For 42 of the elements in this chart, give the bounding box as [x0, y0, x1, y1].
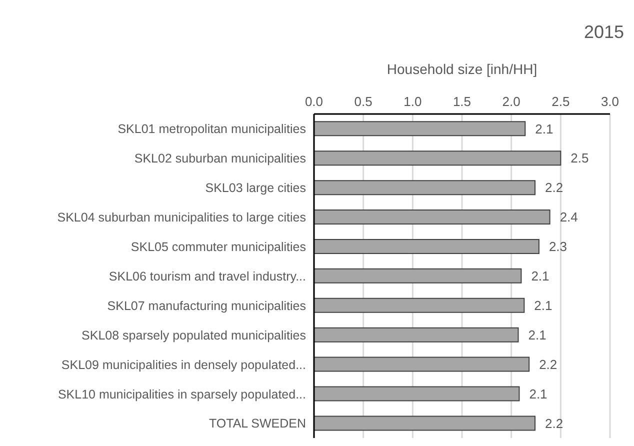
y-tick-label: SKL03 large cities — [205, 181, 306, 196]
y-tick-label: SKL05 commuter municipalities — [130, 240, 306, 254]
chart-title: 2015 — [584, 22, 624, 43]
bar — [314, 386, 520, 402]
x-tick-label: 2.0 — [502, 94, 520, 109]
bar — [314, 238, 540, 254]
y-tick-label: SKL06 tourism and travel industry... — [108, 269, 306, 284]
data-label: 2.1 — [529, 386, 548, 402]
data-label: 2.1 — [535, 121, 554, 136]
data-label: 2.4 — [560, 210, 578, 225]
x-axis-title: Household size [inh/HH] — [386, 61, 538, 77]
data-label: 2.1 — [534, 298, 552, 313]
bar — [314, 121, 526, 136]
x-tick-label: 2.5 — [552, 94, 570, 109]
y-tick-label: SKL09 municipalities in densely populated... — [61, 358, 306, 372]
bar — [314, 210, 550, 225]
data-label: 2.1 — [531, 268, 550, 284]
data-label: 2.5 — [570, 150, 589, 166]
data-label: 2.1 — [528, 327, 546, 342]
data-label: 2.2 — [539, 356, 558, 372]
bar — [314, 268, 522, 284]
data-label: 2.2 — [545, 180, 564, 196]
x-tick-label: 1.5 — [452, 94, 472, 109]
y-tick-label: SKL10 municipalities in sparsely populated... — [58, 387, 306, 402]
y-tick-label: SKL02 suburban municipalities — [134, 152, 306, 166]
y-tick-label: SKL01 metropolitan municipalities — [118, 122, 306, 136]
bar — [314, 327, 519, 342]
x-tick-label: 1.0 — [404, 94, 422, 109]
x-tick-label: 0.0 — [304, 94, 324, 109]
bar — [314, 150, 562, 166]
bar — [314, 180, 536, 196]
bar — [314, 298, 525, 313]
x-tick-label: 0.5 — [354, 94, 372, 109]
data-label: 2.3 — [548, 239, 568, 254]
bar — [314, 416, 536, 431]
y-tick-label: SKL04 suburban municipalities to large cities — [57, 210, 306, 225]
y-tick-label: TOTAL SWEDEN — [208, 416, 306, 431]
x-tick-label: 3.0 — [600, 94, 620, 109]
y-tick-label: SKL08 sparsely populated municipalities — [82, 328, 306, 342]
data-label: 2.2 — [545, 416, 564, 431]
bar — [314, 356, 530, 372]
y-tick-label: SKL07 manufacturing municipalities — [107, 298, 306, 313]
